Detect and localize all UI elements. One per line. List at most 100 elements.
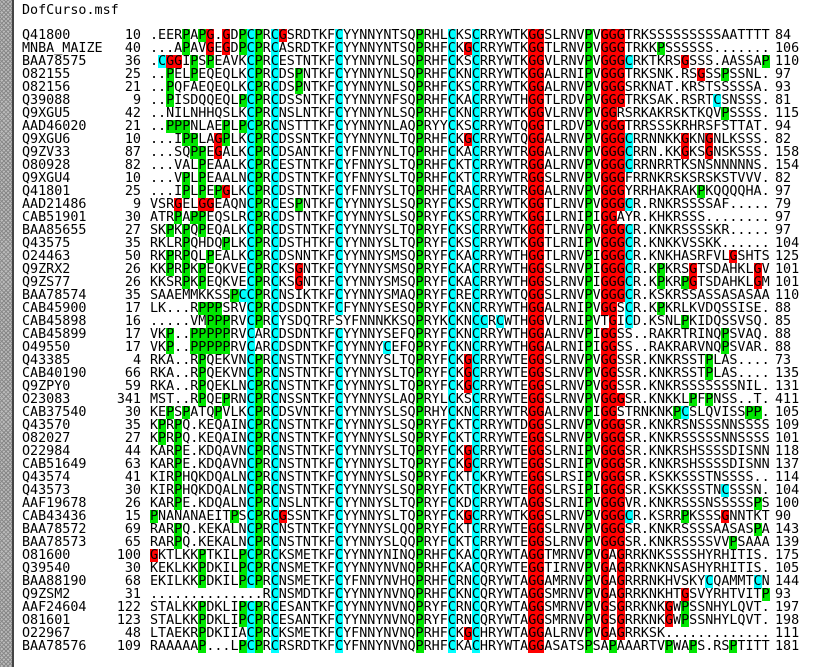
alignment-row[interactable]: CAB45898 16 .....VMPPPRVCPRCYSDQTRFSYFNNNK… [0,315,821,328]
residue: R [150,535,159,550]
residue: S [624,522,633,537]
residue: N [302,340,311,355]
alignment-row[interactable]: Q9ZRX2 26 KKPRPKPEQKVECPRCKSGNTKFCYYNNYSMS… [0,263,821,276]
alignment-row[interactable]: O82155 25 ..PELPEQEQLKCPRCDSPNTKFCYYNNYNLS… [0,68,821,81]
alignment-row[interactable]: O82156 21 ..PQFAEQEQLKCPRCDSPNTKFCYYNNYNLS… [0,81,821,94]
alignment-row[interactable]: AAF24604 122 STALKKPDKLIPCPRCESANTKFCYYNNY… [0,601,821,614]
window-scrollbar[interactable] [0,0,12,667]
alignment-row[interactable]: O81600 100 GKTLKKPTKILPCPRCKSMETKFCYYNNYNI… [0,549,821,562]
residue: . [166,301,175,316]
alignment-row[interactable]: Q41801 25 ...IPLPEPGLKCPRCDSTNTKFCYFNNYSLT… [0,185,821,198]
alignment-row[interactable]: O82027 27 KPRPQ.KEQAINCPRCNSTNTKFCYYNNYSLS… [0,432,821,445]
residue: Q [407,470,416,485]
alignment-row[interactable]: CAB45900 17 LK...RPPPSRVCPRCDSDNTKFCFYNNYS… [0,302,821,315]
alignment-row[interactable]: BAA88190 68 EKILKKPDKILPCPRCNSMETKFCYFNNYN… [0,575,821,588]
residue: P [656,275,666,290]
residue: T [512,223,521,238]
alignment-row[interactable]: Q9ZS77 26 KKSRPKPEQKVECPRCKSGNTKFCYYNNYSMS… [0,276,821,289]
residue: K [455,145,464,160]
residue: G [600,41,609,56]
residue: G [463,509,472,524]
residue: G [536,119,545,134]
alignment-row[interactable]: Q9XGU4 10 ...VPLPEAALNCPRCDSTNTKFCYFNNYSLT… [0,172,821,185]
residue: F [327,613,336,628]
alignment-row[interactable]: Q43574 41 KIRPHQKDQALNCPRCNSTNTKFCYYNNYSLS… [0,471,821,484]
alignment-row[interactable]: O80928 82 ...VALPEAALKCPRCESTNTKFCYFNNYSLT… [0,159,821,172]
alignment-row[interactable]: BAA78572 69 RARPQ.KEKALNCPRCNSTNTKFCYYNNYS… [0,523,821,536]
residue: . [761,223,770,238]
alignment-row[interactable]: Q9ZSM2 31 ..............RCNSMDTKFCYYNNYNVN… [0,588,821,601]
alignment-row[interactable]: O49550 17 VKP..PPPPPRVCARCDSDNTKFCYYNNYCEF… [0,341,821,354]
residue: T [512,106,521,121]
alignment-row[interactable]: CAB37540 30 KEPSPATQPVLKCPRCDSVNTKFCYYNNYS… [0,406,821,419]
alignment-row[interactable]: Q9ZV33 87 ...SQPPEGALKCPRCDSANTKFCYFNNYNLT… [0,146,821,159]
alignment-row[interactable]: Q39088 9 ..PISDQQEQLPCPRCDSSNTKFCYYNNYNFSQ… [0,94,821,107]
residue: K [689,574,698,589]
sequence-residues: KKPRPKPEQKVECPRCKSGNTKFCYYNNYSMSQPRYFCKA… [150,263,770,276]
alignment-row[interactable]: Q9ZPY0 59 RKA..RPQEKLNCPRCNSTNTKFCYYNNYSLT… [0,380,821,393]
residue: I [576,301,585,316]
residue: G [600,613,609,628]
residue: I [576,483,585,498]
residue: T [294,210,303,225]
residue: R [640,574,649,589]
alignment-row[interactable]: CAB45899 17 VKP..PPPPPRVCARCDSDNTKFCYYNNYS… [0,328,821,341]
alignment-row[interactable]: BAA78573 65 RARPQ.KEKALNCPRCNSTNTKFCYYNNYS… [0,536,821,549]
residue: Y [375,522,384,537]
residue: C [335,275,344,290]
residue: R [262,106,271,121]
residue: Y [278,314,287,329]
alignment-row[interactable]: AAF19678 26 KARPE.KDQALNCPRCNSLNTKFCYYNNYS… [0,497,821,510]
alignment-row[interactable]: Q9XGU5 42 ..NILNHHQSLKCPRCNSLNTKFCYYNNYNLS… [0,107,821,120]
residue: Q [407,626,416,641]
alignment-row[interactable]: O22967 48 LTAEKRPDKIIACPRCKSMETKFCYFNNYNVN… [0,627,821,640]
residue: N [568,210,577,225]
residue: G [616,496,625,511]
alignment-row[interactable]: CAB40190 66 RKA..RPQEKVNCPRCNSTNTKFCYYNNYS… [0,367,821,380]
residue: P [584,548,593,563]
residue: N [302,197,311,212]
residue: R [624,548,633,563]
alignment-row[interactable]: CAB51649 63 KARPE.KDQAVNCPRCNSTNTKFCYYNNYS… [0,458,821,471]
alignment-row[interactable]: Q43575 35 RKLRPQHDQPLKCPRCDSTHTKFCYYNNYSLT… [0,237,821,250]
residue: L [391,366,400,381]
alignment-row[interactable]: Q43573 30 KIRPHQKDQALNCPRCNSTNTKFCYYNNYSLS… [0,484,821,497]
residue: K [455,366,464,381]
residue: K [166,561,175,576]
residue: G [681,132,690,147]
alignment-row[interactable]: MNBA_MAIZE 40 ...APAVGEGDPCPRCASRDTKFCYYNN… [0,42,821,55]
residue: P [174,119,183,134]
alignment-row[interactable]: Q39540 30 KEKLKKPDKILPCPRCNSMETKFCYYNNYNVN… [0,562,821,575]
residue: K [318,353,328,368]
alignment-row[interactable]: CAB43436 15 PNANANAEITPSCPRCGSSNTKFCYYNNYS… [0,510,821,523]
alignment-row[interactable]: O24463 50 RKPRPQLPEALKCPRCDSNNTKFCYYNNYSMS… [0,250,821,263]
alignment-row[interactable]: BAA78576 109 RAAAAAP...LPCPRCRSRDTKFCYFNNY… [0,640,821,653]
residue: Y [431,444,440,459]
residue: S [721,379,730,394]
alignment-row[interactable]: Q9XGU6 10 ...IPPLAGPLKCPRCDSSNTKFCYYNNYNLT… [0,133,821,146]
alignment-row[interactable]: O23083 341 MST..RPQEPRNCPRCNSSNTKFCYYNNYSL… [0,393,821,406]
residue: K [665,431,674,446]
residue: D [278,210,287,225]
alignment-row[interactable]: CAB51901 30 ATRPAPPEQSLRCPRCDSTNTKFCYYNNYS… [0,211,821,224]
alignment-row[interactable]: BAA85655 27 SKPKPQPEQALKCPRCDSTNTKFCYYNNYS… [0,224,821,237]
residue: Y [496,80,505,95]
alignment-row[interactable]: Q43570 35 KPRPQ.KEQAINCPRCNSTNTKFCYYNNYSLS… [0,419,821,432]
residue: C [158,54,167,69]
residue: . [640,431,649,446]
alignment-row[interactable]: BAA78575 36 .CGGIPSPEAVKCPRCESTNTKFCYYNNYN… [0,55,821,68]
residue: K [689,145,698,160]
alignment-row[interactable]: BAA78574 35 SAAEMMKKSSPCCPRCNSIKTKFCYYNNYS… [0,289,821,302]
alignment-row[interactable]: AAD46020 21 ..PPPNLAEPLPCPRCNSTTTKFCYYNNYN… [0,120,821,133]
alignment-row[interactable]: O81601 123 STALKKPDKLIPCPRCESANTKFCYYNNYNV… [0,614,821,627]
alignment-row[interactable]: AAD21486 9 VSRGELGGEAQNCPRCESPNTKFCYYNNYSL… [0,198,821,211]
alignment-row[interactable]: Q41800 10 .EERPAPG.GDPCPRCGSRDTKFCYYNNYNTS… [0,29,821,42]
residue: S [383,509,392,524]
residue: P [254,106,263,121]
residue: Q [214,431,223,446]
sequence-residues: ..PQFAEQEQLKCPRCDSPNTKFCYYNNYNLSQPRHFCKS… [150,81,770,94]
alignment-row[interactable]: O22984 44 KARPE.KDQAVNCPRCNSTNTKFCYYNNYSLT… [0,445,821,458]
alignment-row[interactable]: Q43385 4 RKA..RPQEKVNCPRCNSTNTKFCYYNNYSLTQ… [0,354,821,367]
residue: F [327,184,336,199]
residue: A [158,457,167,472]
